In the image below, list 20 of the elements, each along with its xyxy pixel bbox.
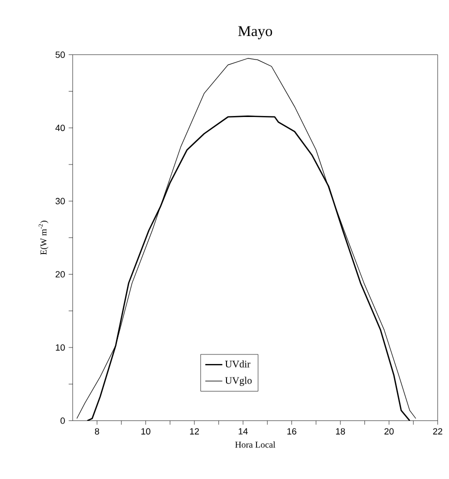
y-tick-label: 0 — [60, 418, 65, 424]
x-axis-title: Hora Local — [235, 441, 276, 448]
x-tick-label: 22 — [433, 428, 442, 434]
y-tick-label: 50 — [56, 52, 65, 58]
x-tick-label: 12 — [190, 428, 199, 434]
y-tick-label: 40 — [55, 124, 65, 132]
x-tick-label: 8 — [94, 428, 100, 435]
line-series — [76, 58, 416, 419]
y-axis-title: E(W m$^{-2}$) — [38, 220, 48, 255]
x-tick-label: 18 — [336, 428, 345, 435]
legend-label: UVglo — [225, 376, 252, 386]
x-tick-label: 16 — [287, 428, 296, 435]
y-tick-label: 10 — [56, 344, 65, 351]
x-tick-label: 20 — [384, 428, 394, 435]
y-tick-label: 30 — [56, 198, 65, 204]
x-tick-label: 10 — [141, 428, 150, 435]
y-tick-label: 20 — [56, 271, 65, 278]
x-tick-label: 14 — [238, 428, 248, 434]
legend-label: UVdir — [225, 360, 250, 368]
chart-title: Mayo — [238, 26, 272, 40]
